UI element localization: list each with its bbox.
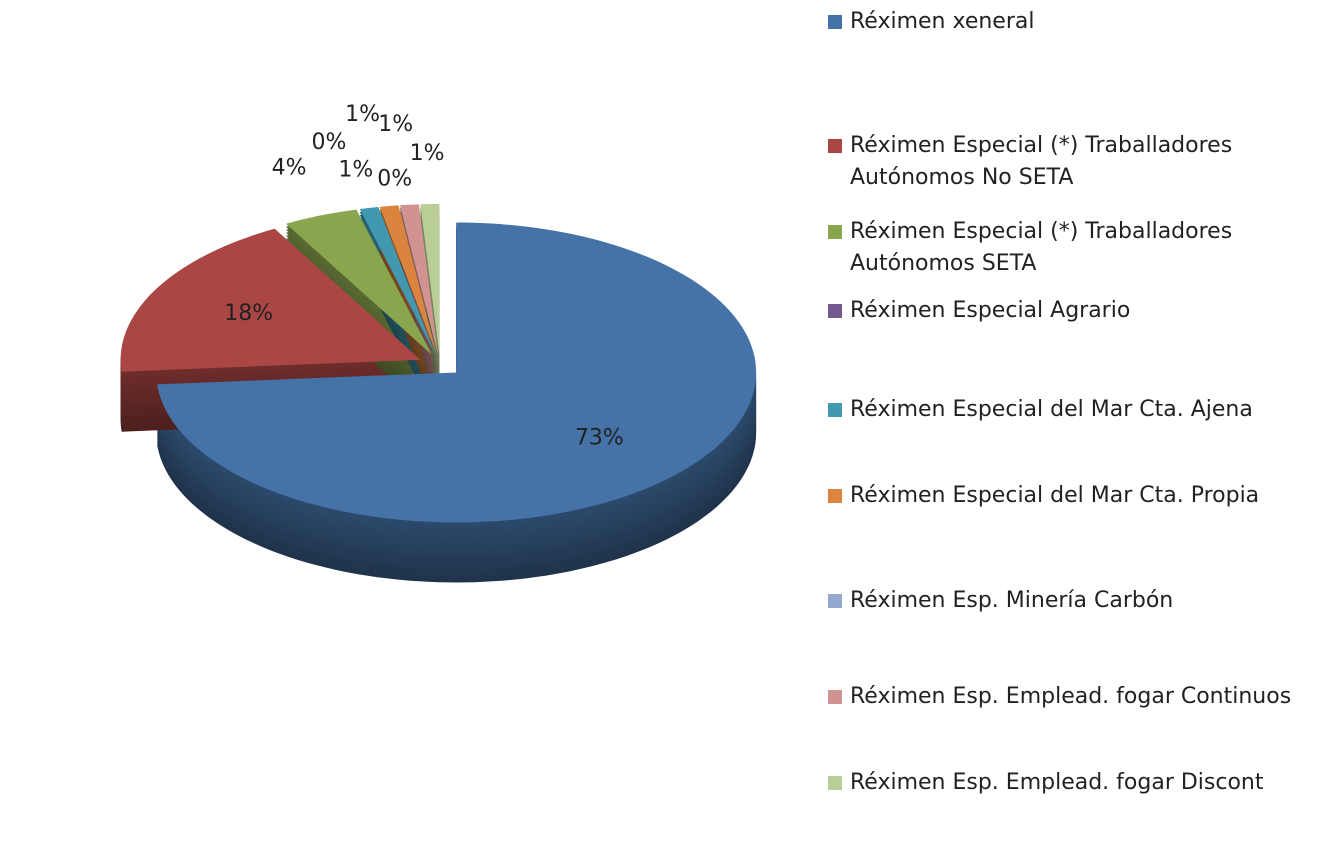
slice-side-layer [399,249,438,400]
pie-area: 73%18%4%0%1%1%0%1%1% [120,102,757,583]
legend-item: Réximen Esp. Emplead. fogar Continuos [828,681,1320,713]
legend-swatch [828,15,842,29]
legend-label: Réximen Esp. Emplead. fogar Discont [850,770,1264,795]
data-label: 0% [377,166,412,191]
legend-item: Réximen Esp. Minería Carbón [828,585,1320,617]
legend-item: Réximen Especial (*) Traballadores Autón… [828,216,1320,280]
slice [359,207,436,355]
legend-swatch [828,225,842,239]
legend-swatch [828,690,842,704]
slice [157,222,757,523]
slice [120,228,421,372]
legend-item: Réximen xeneral [828,6,1320,38]
legend-swatch [828,594,842,608]
slice-tops [120,204,757,523]
data-label: 18% [224,301,273,326]
legend-item: Réximen Especial (*) Traballadores Autón… [828,130,1320,194]
legend-label: Réximen Especial del Mar Cta. Propia [850,483,1260,508]
legend-swatch [828,403,842,417]
data-label: 1% [410,141,445,166]
data-label: 1% [338,158,373,183]
legend-item: Réximen Especial Agrario [828,295,1320,327]
legend-label: Réximen Especial Agrario [850,298,1131,323]
legend-swatch [828,776,842,790]
data-label: 1% [378,112,413,137]
legend-label: Réximen Esp. Emplead. fogar Continuos [850,684,1292,709]
legend-label: Réximen Especial (*) Traballadores Autón… [850,219,1233,276]
slice [379,205,437,355]
legend-item: Réximen Especial del Mar Cta. Propia [828,480,1320,512]
legend-item: Réximen Especial del Mar Cta. Ajena [828,394,1320,426]
data-label: 73% [575,426,624,451]
legend-swatch [828,304,842,318]
legend-swatch [828,139,842,153]
legend-label: Réximen Especial (*) Traballadores Autón… [850,133,1233,190]
legend-item: Réximen Esp. Emplead. fogar Discont [828,767,1320,799]
legend-label: Réximen Especial del Mar Cta. Ajena [850,397,1253,422]
data-label: 4% [272,156,307,181]
legend-label: Réximen xeneral [850,9,1035,34]
legend-label: Réximen Esp. Minería Carbón [850,588,1174,613]
slice [420,204,440,355]
data-label: 0% [312,130,347,155]
slice [399,204,438,355]
slice [286,209,432,355]
legend-swatch [828,489,842,503]
data-label: 1% [345,102,380,127]
